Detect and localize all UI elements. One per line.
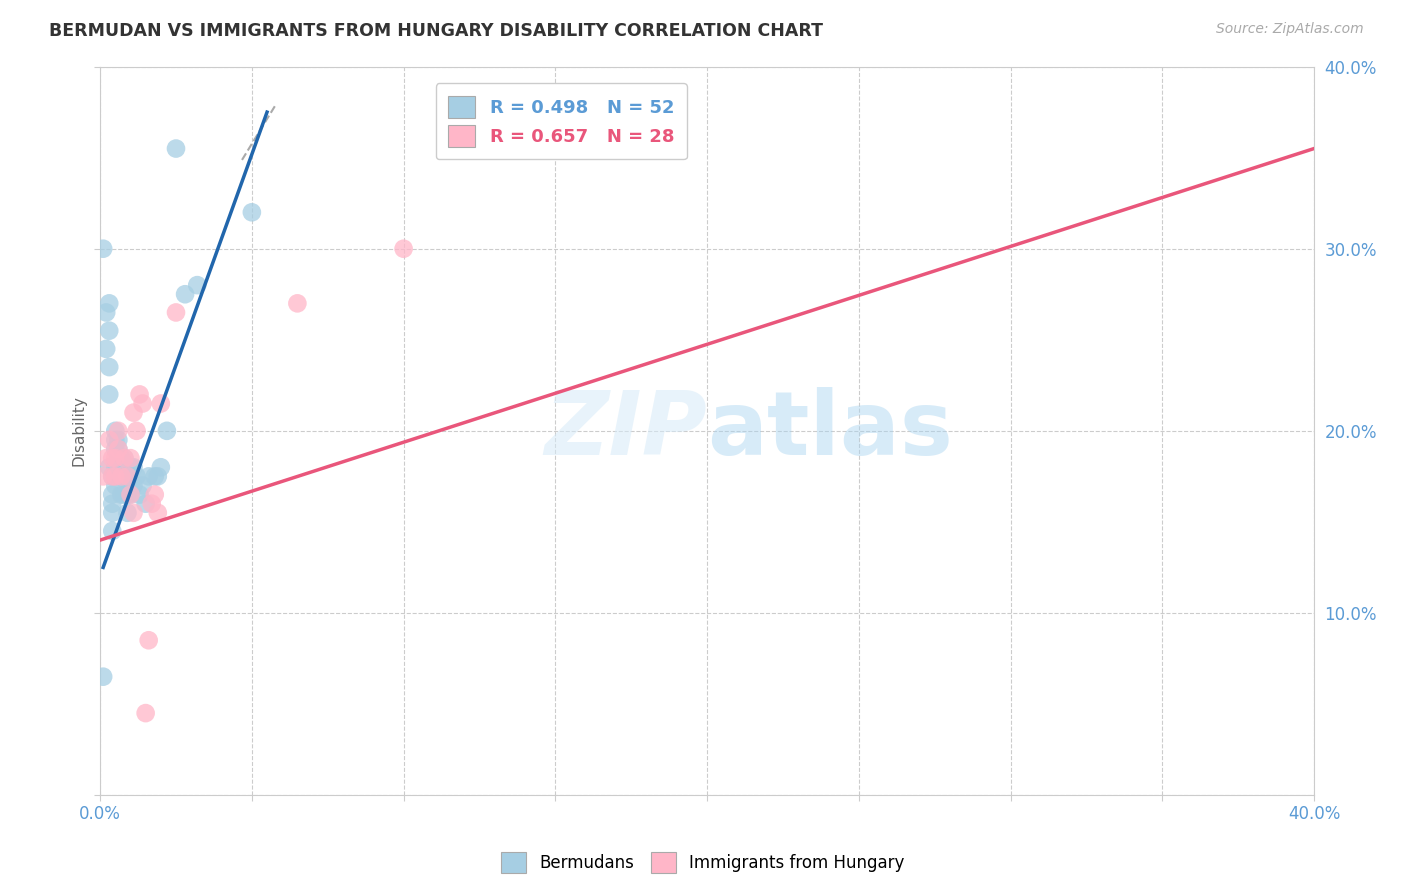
Point — [120, 469, 142, 483]
Legend: Bermudans, Immigrants from Hungary: Bermudans, Immigrants from Hungary — [495, 846, 911, 880]
Point — [98, 324, 121, 338]
Point — [120, 487, 142, 501]
Point — [101, 497, 124, 511]
Point — [98, 387, 121, 401]
Point — [186, 278, 208, 293]
Point — [98, 460, 121, 475]
Text: ZIP: ZIP — [544, 387, 707, 475]
Point — [125, 469, 148, 483]
Point — [107, 433, 129, 447]
Point — [120, 487, 142, 501]
Point — [112, 487, 135, 501]
Legend: R = 0.498   N = 52, R = 0.657   N = 28: R = 0.498 N = 52, R = 0.657 N = 28 — [436, 83, 688, 160]
Point — [101, 524, 124, 538]
Point — [141, 497, 163, 511]
Point — [149, 396, 172, 410]
Point — [107, 442, 129, 456]
Point — [101, 487, 124, 501]
Point — [165, 305, 187, 319]
Point — [96, 305, 118, 319]
Point — [104, 451, 127, 466]
Point — [107, 442, 129, 456]
Point — [165, 142, 187, 156]
Point — [138, 469, 160, 483]
Point — [101, 469, 124, 483]
Point — [117, 469, 139, 483]
Point — [107, 451, 129, 466]
Point — [110, 487, 132, 501]
Point — [91, 469, 114, 483]
Point — [138, 633, 160, 648]
Point — [104, 424, 127, 438]
Point — [104, 433, 127, 447]
Point — [110, 469, 132, 483]
Point — [122, 460, 145, 475]
Point — [122, 478, 145, 492]
Point — [96, 451, 118, 466]
Point — [104, 478, 127, 492]
Point — [104, 469, 127, 483]
Point — [98, 433, 121, 447]
Point — [98, 296, 121, 310]
Point — [101, 506, 124, 520]
Point — [287, 296, 309, 310]
Point — [104, 442, 127, 456]
Text: atlas: atlas — [707, 387, 953, 475]
Point — [128, 387, 150, 401]
Point — [120, 460, 142, 475]
Point — [174, 287, 197, 301]
Point — [110, 469, 132, 483]
Point — [117, 469, 139, 483]
Point — [96, 342, 118, 356]
Point — [146, 469, 169, 483]
Text: Source: ZipAtlas.com: Source: ZipAtlas.com — [1216, 22, 1364, 37]
Point — [98, 360, 121, 375]
Point — [135, 497, 157, 511]
Point — [107, 469, 129, 483]
Point — [107, 424, 129, 438]
Point — [112, 451, 135, 466]
Point — [112, 451, 135, 466]
Point — [156, 424, 179, 438]
Point — [146, 506, 169, 520]
Point — [101, 451, 124, 466]
Point — [110, 451, 132, 466]
Point — [120, 451, 142, 466]
Text: BERMUDAN VS IMMIGRANTS FROM HUNGARY DISABILITY CORRELATION CHART: BERMUDAN VS IMMIGRANTS FROM HUNGARY DISA… — [49, 22, 823, 40]
Point — [143, 469, 166, 483]
Point — [143, 487, 166, 501]
Point — [131, 396, 153, 410]
Point — [240, 205, 263, 219]
Point — [122, 506, 145, 520]
Point — [149, 460, 172, 475]
Point — [122, 406, 145, 420]
Point — [104, 469, 127, 483]
Point — [91, 670, 114, 684]
Point — [112, 469, 135, 483]
Point — [104, 460, 127, 475]
Point — [117, 487, 139, 501]
Point — [101, 469, 124, 483]
Point — [91, 242, 114, 256]
Point — [135, 706, 157, 720]
Point — [131, 478, 153, 492]
Point — [110, 460, 132, 475]
Point — [117, 506, 139, 520]
Y-axis label: Disability: Disability — [72, 395, 86, 467]
Point — [125, 424, 148, 438]
Point — [392, 242, 415, 256]
Point — [128, 487, 150, 501]
